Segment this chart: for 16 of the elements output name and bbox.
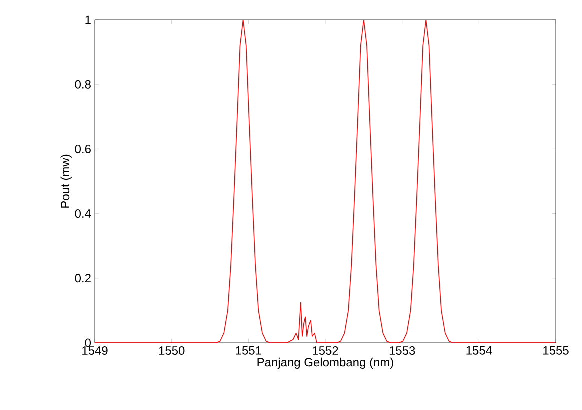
x-axis-title: Panjang Gelombang (nm) <box>258 358 394 370</box>
x-tick-label: 1555 <box>544 346 569 355</box>
y-tick-label: 0.4 <box>75 210 92 218</box>
y-tick-label: 0 <box>85 338 92 348</box>
line-series <box>95 20 556 343</box>
x-tick-label: 1551 <box>236 346 262 355</box>
y-axis-title: Pout (mw) <box>60 154 72 208</box>
y-tick-label: 0.8 <box>75 80 91 89</box>
x-tick-label: 1554 <box>466 346 492 355</box>
y-tick-label: 0.2 <box>75 274 91 283</box>
y-tick-label: 1 <box>86 16 91 24</box>
x-tick-label: 1550 <box>159 346 185 356</box>
x-tick-label: 1549 <box>82 346 108 356</box>
y-tick-label: 0.6 <box>75 144 91 154</box>
x-tick-label: 1553 <box>390 346 416 356</box>
x-tick-label: 1552 <box>313 346 338 356</box>
